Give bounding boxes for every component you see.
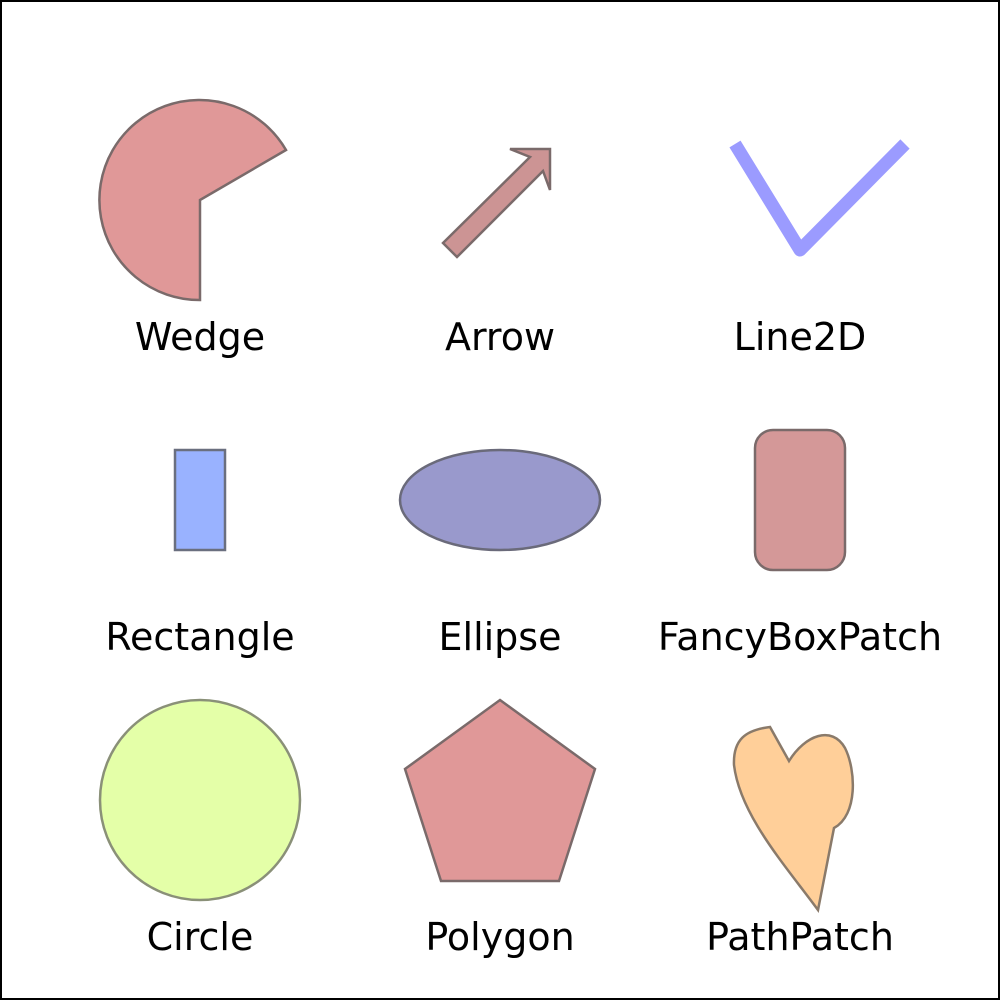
ellipse-shape (398, 448, 602, 552)
ellipse-label: Ellipse (439, 615, 562, 659)
line2d-label: Line2D (734, 315, 867, 359)
rectangle-shape (173, 448, 227, 552)
pathpatch-shape (732, 725, 855, 914)
pathpatch-label: PathPatch (706, 915, 894, 959)
fancyboxpatch-shape (753, 428, 847, 572)
circle-shape (98, 698, 302, 902)
polygon-label: Polygon (425, 915, 574, 959)
wedge-label: Wedge (135, 315, 265, 359)
arrow-label: Arrow (445, 315, 555, 359)
polygon-shape (403, 698, 597, 883)
fancyboxpatch-label: FancyBoxPatch (658, 615, 942, 659)
wedge-shape (98, 98, 288, 302)
rectangle-label: Rectangle (105, 615, 294, 659)
circle-label: Circle (147, 915, 254, 959)
line2d-shape (729, 139, 910, 257)
arrow-shape (441, 147, 552, 259)
